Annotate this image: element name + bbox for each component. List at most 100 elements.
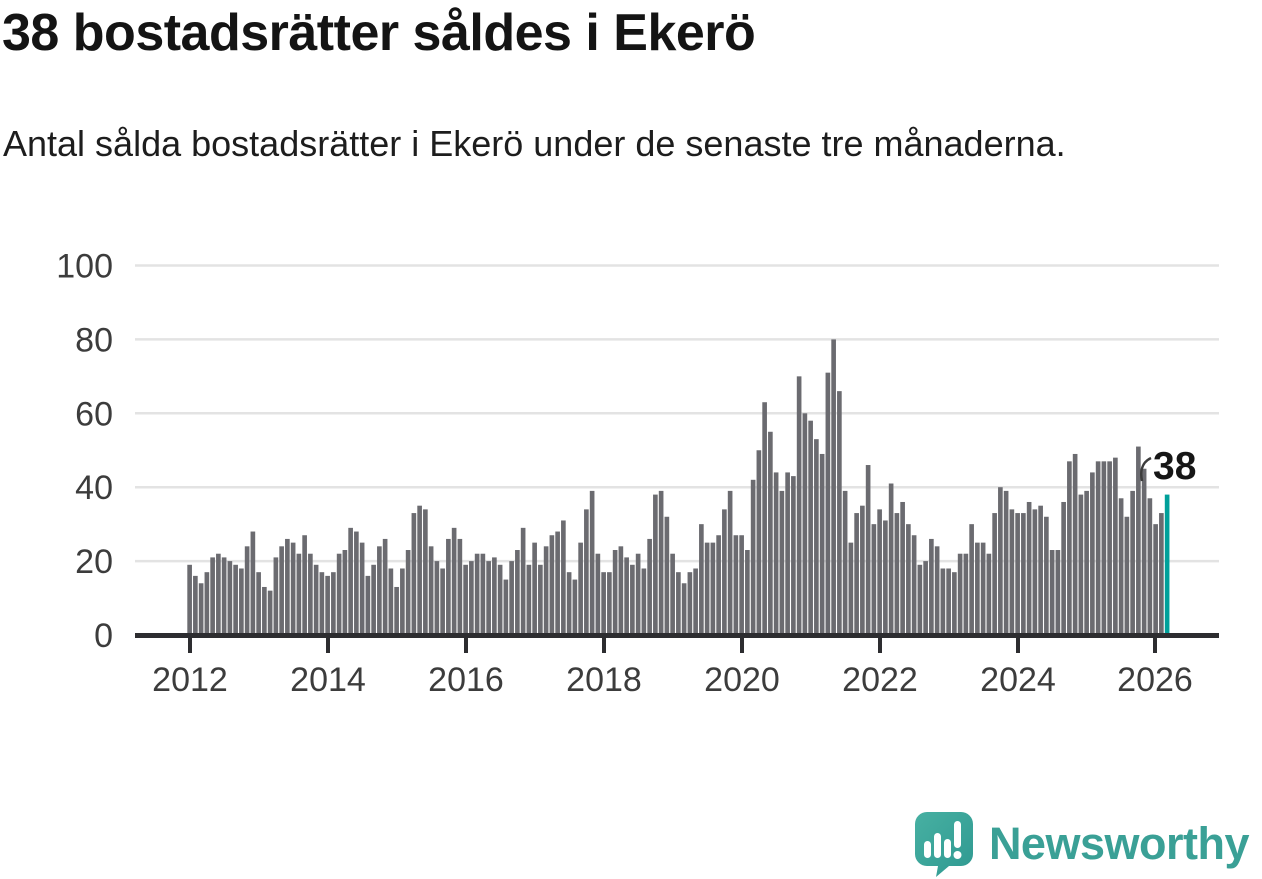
logo-exclamation-stroke	[953, 821, 961, 848]
bar	[848, 542, 854, 636]
bar	[1147, 498, 1153, 635]
bar	[877, 509, 882, 635]
bar	[842, 490, 848, 635]
newsworthy-logo: Newsworthy	[911, 810, 1250, 878]
bar	[963, 553, 969, 635]
bar	[233, 564, 238, 635]
bar	[532, 542, 537, 636]
bar	[285, 538, 290, 635]
bar	[630, 564, 635, 635]
bar	[187, 564, 192, 635]
bar	[992, 513, 997, 635]
bar	[267, 590, 273, 635]
bar	[1021, 513, 1026, 635]
bar	[469, 561, 474, 635]
bar	[791, 476, 796, 635]
bar	[313, 564, 319, 635]
bar	[1113, 457, 1118, 635]
bar	[405, 550, 411, 635]
bar	[635, 553, 641, 635]
bar	[509, 561, 514, 635]
x-axis-label: 2026	[1117, 661, 1193, 699]
bar	[641, 568, 647, 635]
bar	[1095, 461, 1101, 635]
bar	[986, 553, 992, 635]
bar	[745, 550, 750, 635]
bar	[336, 553, 342, 635]
bar	[618, 546, 624, 635]
bar	[428, 546, 434, 635]
bar	[739, 535, 744, 636]
bar	[503, 579, 509, 635]
bar	[911, 535, 917, 636]
bar	[1124, 516, 1130, 635]
bar	[980, 542, 986, 636]
bar	[934, 546, 940, 635]
bar	[440, 568, 445, 635]
bar	[975, 542, 980, 636]
bar	[1153, 524, 1158, 635]
bar	[1141, 468, 1147, 636]
bar	[520, 527, 526, 636]
bar	[1101, 461, 1107, 635]
bars	[187, 339, 1170, 636]
highlight-bar	[1164, 494, 1170, 635]
bar	[566, 572, 572, 635]
bar	[716, 535, 721, 636]
bar	[290, 542, 296, 636]
x-axis-label: 2024	[980, 661, 1056, 699]
bar	[1032, 509, 1038, 635]
bar	[578, 542, 583, 636]
bar	[1090, 472, 1095, 635]
chart-subtitle: Antal sålda bostadsrätter i Ekerö under …	[3, 123, 1066, 164]
x-axis-label: 2014	[290, 661, 366, 699]
bar	[612, 550, 618, 635]
bar	[727, 490, 733, 635]
bar	[325, 575, 330, 635]
bar	[348, 527, 353, 636]
bar	[883, 520, 888, 636]
bar	[871, 524, 877, 635]
bar	[244, 546, 250, 635]
bar	[423, 509, 428, 635]
bar	[1044, 516, 1049, 635]
bar	[589, 490, 595, 635]
y-axis-label: 20	[75, 543, 113, 581]
bar	[624, 557, 629, 635]
bar	[607, 572, 612, 635]
bar	[451, 527, 457, 636]
bar	[681, 583, 687, 635]
bar	[779, 490, 785, 635]
newsworthy-logo-icon	[914, 812, 973, 877]
latest-value-annotation: 38	[1153, 445, 1196, 488]
bar	[957, 553, 963, 635]
y-axis-label: 40	[75, 469, 113, 507]
y-axis-label: 0	[94, 617, 113, 655]
bar	[733, 535, 739, 636]
bar	[1038, 505, 1043, 635]
bar	[900, 501, 905, 635]
y-axis-label: 80	[75, 321, 113, 359]
bar	[388, 568, 394, 635]
bar	[687, 572, 693, 635]
bar	[394, 586, 399, 635]
bar	[198, 583, 204, 635]
bar	[894, 513, 900, 635]
bar	[601, 572, 606, 635]
x-axis-label: 2012	[152, 661, 228, 699]
newsworthy-wordmark: Newsworthy	[988, 818, 1250, 869]
bar	[1026, 501, 1032, 635]
bar	[555, 531, 560, 635]
bar	[262, 586, 267, 635]
bar	[193, 575, 198, 635]
bar	[417, 505, 422, 635]
bar	[1130, 490, 1135, 635]
bar	[1055, 550, 1061, 635]
bar	[400, 568, 405, 635]
bar	[497, 564, 503, 635]
bar	[239, 568, 244, 635]
bar	[888, 483, 894, 635]
bar	[463, 564, 468, 635]
bar	[1049, 550, 1055, 635]
bar	[814, 439, 819, 635]
